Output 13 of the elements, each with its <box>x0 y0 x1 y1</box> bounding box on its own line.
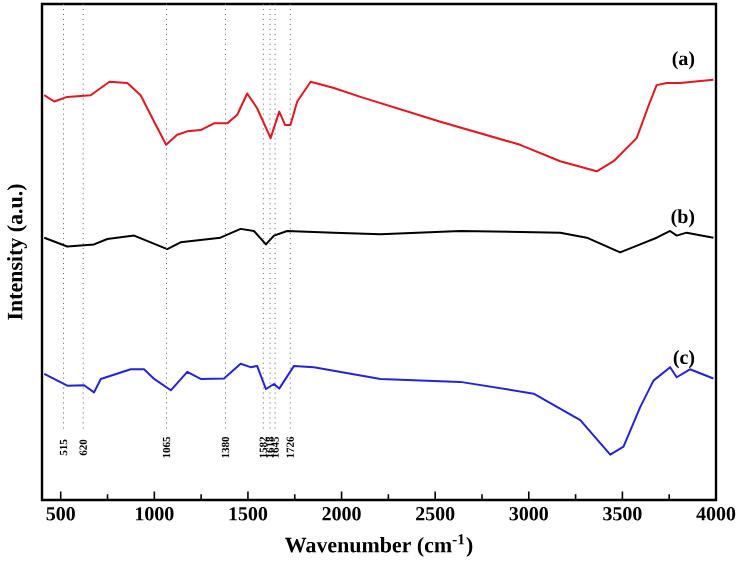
x-tick-label: 2500 <box>416 507 455 521</box>
x-tick-label: 3500 <box>603 507 642 521</box>
x-tick-label: 500 <box>46 507 75 521</box>
x-tick-label: 3000 <box>509 507 548 521</box>
series-label: (a) <box>672 51 695 70</box>
x-tick-label: 4000 <box>696 507 736 521</box>
x-tick-label: 2000 <box>322 507 361 521</box>
series-label: (b) <box>671 209 695 228</box>
x-axis-title: Wavenumber (cm$^{-1}$) <box>285 534 473 557</box>
x-tick-label: 1500 <box>229 507 268 521</box>
y-axis-title: Intensity (a.u.) <box>7 184 27 320</box>
series-label: (c) <box>673 350 695 369</box>
x-tick-label: 1000 <box>136 507 174 521</box>
